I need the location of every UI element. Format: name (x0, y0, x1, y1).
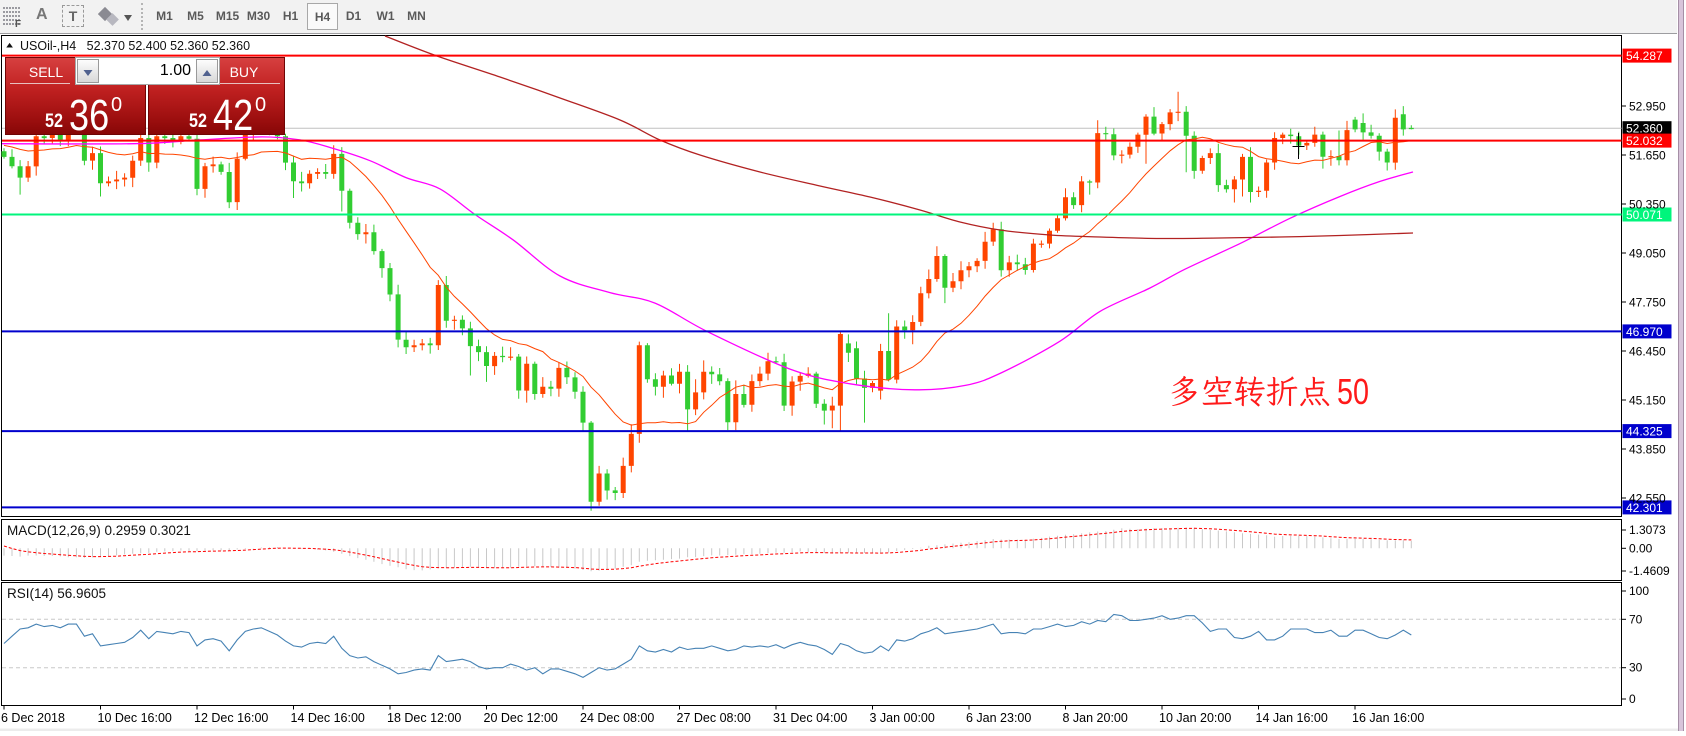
svg-text:0.00: 0.00 (1629, 541, 1653, 555)
svg-text:8 Jan 20:00: 8 Jan 20:00 (1063, 711, 1128, 725)
svg-text:49.050: 49.050 (1629, 247, 1666, 261)
svg-text:USOil-,H4 52.370 52.400 52.3: USOil-,H4 52.370 52.400 52.360 52.360 (20, 39, 250, 53)
svg-text:42.550: 42.550 (1629, 492, 1666, 506)
svg-text:46.450: 46.450 (1629, 345, 1666, 359)
svg-text:18 Dec 12:00: 18 Dec 12:00 (387, 711, 461, 725)
svg-text:10 Jan 20:00: 10 Jan 20:00 (1159, 711, 1231, 725)
svg-text:0: 0 (1629, 692, 1636, 706)
svg-text:52.360: 52.360 (1626, 122, 1663, 136)
svg-text:3 Jan 00:00: 3 Jan 00:00 (870, 711, 935, 725)
svg-text:54.287: 54.287 (1626, 49, 1663, 63)
svg-text:43.850: 43.850 (1629, 443, 1666, 457)
svg-text:24 Dec 08:00: 24 Dec 08:00 (580, 711, 654, 725)
svg-text:MACD(12,26,9) 0.2959 0.3021: MACD(12,26,9) 0.2959 0.3021 (7, 523, 191, 538)
svg-text:14 Dec 16:00: 14 Dec 16:00 (291, 711, 365, 725)
svg-text:6 Dec 2018: 6 Dec 2018 (1, 711, 65, 725)
svg-text:14 Jan 16:00: 14 Jan 16:00 (1256, 711, 1328, 725)
svg-text:10 Dec 16:00: 10 Dec 16:00 (98, 711, 172, 725)
svg-text:27 Dec 08:00: 27 Dec 08:00 (677, 711, 751, 725)
svg-text:31 Dec 04:00: 31 Dec 04:00 (773, 711, 847, 725)
svg-text:50: 50 (1337, 371, 1369, 412)
svg-text:70: 70 (1629, 612, 1643, 626)
svg-text:F: F (15, 19, 21, 29)
svg-text:44.325: 44.325 (1626, 425, 1663, 439)
svg-text:52.950: 52.950 (1629, 100, 1666, 114)
svg-text:46.970: 46.970 (1626, 325, 1663, 339)
svg-text:RSI(14) 56.9605: RSI(14) 56.9605 (7, 586, 106, 601)
svg-text:-1.4609: -1.4609 (1629, 564, 1670, 578)
svg-text:42.301: 42.301 (1626, 501, 1663, 515)
svg-text:50.071: 50.071 (1626, 208, 1663, 222)
svg-text:100: 100 (1629, 584, 1649, 598)
svg-text:6 Jan 23:00: 6 Jan 23:00 (966, 711, 1031, 725)
svg-text:47.750: 47.750 (1629, 296, 1666, 310)
svg-text:52.032: 52.032 (1626, 134, 1663, 148)
svg-text:16 Jan 16:00: 16 Jan 16:00 (1352, 711, 1424, 725)
svg-text:51.650: 51.650 (1629, 149, 1666, 163)
svg-text:45.150: 45.150 (1629, 394, 1666, 408)
svg-text:12 Dec 16:00: 12 Dec 16:00 (194, 711, 268, 725)
svg-text:50.350: 50.350 (1629, 198, 1666, 212)
svg-text:20 Dec 12:00: 20 Dec 12:00 (484, 711, 558, 725)
svg-text:30: 30 (1629, 661, 1643, 675)
svg-text:1.3073: 1.3073 (1629, 523, 1666, 537)
